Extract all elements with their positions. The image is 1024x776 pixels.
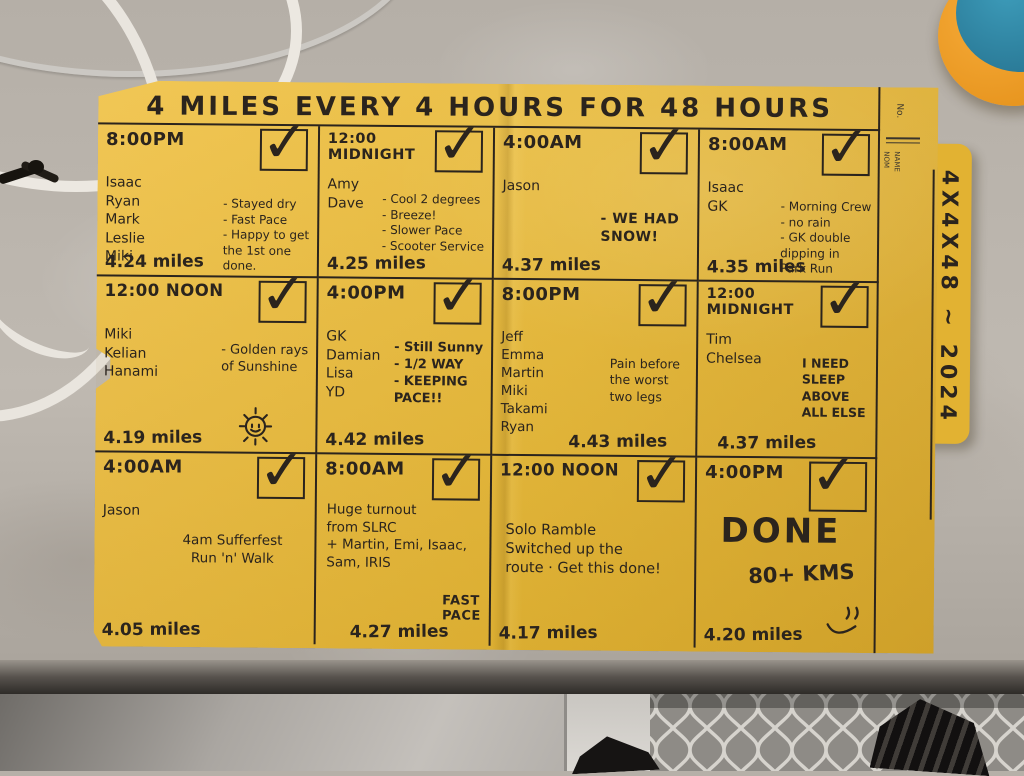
log-cell-midnight-2: 12:00 MIDNIGHT ✓ Tim Chelsea I NEED SLEE… <box>697 281 879 460</box>
runner-names: Jason <box>502 177 541 195</box>
leg-miles: 4.37 miles <box>717 432 817 454</box>
checkbox: ✓ <box>637 280 690 332</box>
no-label: No. <box>894 103 905 119</box>
checkbox: ✓ <box>259 124 312 176</box>
runner-names: Tim Chelsea <box>706 331 762 367</box>
log-cell-8am-2: 8:00AM ✓ Huge turnout from SLRC + Martin… <box>315 454 493 646</box>
checkbox: ✓ <box>257 276 310 328</box>
leg-notes: Solo Ramble Switched up the route · Get … <box>505 521 661 577</box>
log-cell-4am: 4:00AM ✓ Jason - WE HAD SNOW! 4.37 miles <box>493 127 701 282</box>
sun-doodle-icon <box>238 407 273 446</box>
checkbox: ✓ <box>431 454 484 506</box>
strip-divider <box>886 137 921 140</box>
cell-time: 8:00PM <box>501 284 581 306</box>
runner-names: Jason <box>102 502 141 519</box>
challenge-title: 4 MILES EVERY 4 HOURS FOR 48 HOURS <box>145 91 833 124</box>
leg-notes: - Golden rays of Sunshine <box>221 342 309 375</box>
cell-time: 8:00AM <box>707 134 788 156</box>
leg-miles: 4.19 miles <box>103 427 203 449</box>
runner-names: GK Damian Lisa YD <box>325 328 381 401</box>
runner-names: Miki Kelian Hanami <box>103 326 159 381</box>
leg-notes: 4am Sufferfest Run 'n' Walk <box>182 532 283 567</box>
check-icon: ✓ <box>820 129 875 182</box>
leg-miles: 4.20 miles <box>703 624 803 646</box>
kms-note: 80+ KMS <box>747 559 856 589</box>
leg-notes: Pain before the worst two legs <box>609 355 681 404</box>
cell-time: 8:00AM <box>325 458 405 480</box>
runner-names: Jeff Emma Martin Miki Takami Ryan <box>500 328 548 435</box>
check-icon: ✓ <box>635 455 690 508</box>
leg-miles: 4.27 miles <box>349 621 449 643</box>
log-cell-noon: 12:00 NOON ✓ Miki Kelian Hanami - Golden… <box>95 276 319 455</box>
tile-seam <box>564 694 567 771</box>
runner-names: Isaac GK <box>707 179 744 215</box>
clip-head <box>28 160 44 174</box>
log-cell-noon-2: 12:00 NOON ✓ Solo Ramble Switched up the… <box>490 455 698 648</box>
check-icon: ✓ <box>432 278 486 330</box>
leg-miles: 4.24 miles <box>104 251 204 273</box>
leg-miles: 4.43 miles <box>568 431 668 453</box>
black-clip <box>0 152 68 198</box>
counter-edge <box>0 660 1024 698</box>
check-icon: ✓ <box>637 279 691 332</box>
log-cell-8pm-2: 8:00PM ✓ Jeff Emma Martin Miki Takami Ry… <box>492 279 699 458</box>
checkbox: ✓ <box>821 130 874 182</box>
folder-edge-strip: No. NAME NOM <box>873 87 939 654</box>
check-icon: ✓ <box>638 127 693 180</box>
log-cell-4am-2: 4:00AM ✓ Jason 4am Sufferfest Run 'n' Wa… <box>93 452 318 645</box>
leg-notes: I NEED SLEEP ABOVE ALL ELSE <box>801 355 866 420</box>
checkbox: ✓ <box>636 456 689 508</box>
check-icon: ✓ <box>807 457 862 510</box>
cell-time: 8:00PM <box>105 128 185 150</box>
checkbox: ✓ <box>808 458 868 513</box>
check-icon: ✓ <box>258 124 313 177</box>
check-icon: ✓ <box>819 281 873 334</box>
cell-time: 4:00PM <box>326 282 406 304</box>
leg-miles: 4.37 miles <box>501 254 601 276</box>
checkbox: ✓ <box>639 128 692 180</box>
leg-miles: 4.17 miles <box>498 622 598 644</box>
check-icon: ✓ <box>255 452 310 505</box>
log-cell-4pm: 4:00PM ✓ GK Damian Lisa YD - Still Sunny… <box>317 278 494 456</box>
leg-miles: 4.35 miles <box>706 256 806 278</box>
runner-names: Amy Dave <box>327 176 364 212</box>
floor-tile <box>0 694 566 771</box>
cell-time: 4:00PM <box>705 461 784 483</box>
pace-note: FAST PACE <box>441 593 481 624</box>
leg-notes: - Cool 2 degrees - Breeze! - Slower Pace… <box>381 191 485 254</box>
cell-time: 12:00 NOON <box>500 460 620 480</box>
leg-notes: - WE HAD SNOW! <box>600 210 680 246</box>
checkbox: ✓ <box>434 126 487 178</box>
challenge-grid: 4 MILES EVERY 4 HOURS FOR 48 HOURS 8:00P… <box>93 86 881 650</box>
checkbox: ✓ <box>819 282 872 334</box>
log-cell-8pm: 8:00PM ✓ Isaac Ryan Mark Leslie Miki - S… <box>96 124 321 279</box>
name-nom-label: NAME NOM <box>882 151 901 172</box>
check-icon: ✓ <box>430 454 485 506</box>
log-cell-4pm-2: 4:00PM ✓ DONE 80+ KMS 4.20 miles <box>696 458 878 650</box>
cell-time: 12:00 NOON <box>104 280 224 300</box>
leg-miles: 4.05 miles <box>101 619 201 641</box>
smiley-doodle-icon <box>826 606 859 634</box>
yellow-folder: 4 MILES EVERY 4 HOURS FOR 48 HOURS 8:00P… <box>93 80 972 654</box>
leg-notes: Huge turnout from SLRC + Martin, Emi, Is… <box>326 501 468 571</box>
strip-divider <box>885 142 920 144</box>
cell-time: 12:00 MIDNIGHT <box>327 130 416 163</box>
log-cell-8am: 8:00AM ✓ Isaac GK - Morning Crew - no ra… <box>698 129 881 284</box>
check-icon: ✓ <box>257 276 311 329</box>
cell-time: 4:00AM <box>502 132 583 154</box>
check-icon: ✓ <box>433 126 488 178</box>
leg-notes: - Stayed dry - Fast Pace - Happy to get … <box>222 196 310 274</box>
cell-time: 4:00AM <box>103 456 183 478</box>
tab-label: 4X4X48 ~ 2024 <box>929 169 962 520</box>
leg-miles: 4.42 miles <box>325 429 425 451</box>
leg-notes: - Still Sunny - 1/2 WAY - KEEPING PACE!! <box>393 339 484 407</box>
cell-time: 12:00 MIDNIGHT <box>706 286 794 319</box>
leg-miles: 4.25 miles <box>326 253 426 275</box>
checkbox: ✓ <box>256 452 309 504</box>
log-cell-midnight: 12:00 MIDNIGHT ✓ Amy Dave - Cool 2 degre… <box>318 126 496 280</box>
checkbox: ✓ <box>432 278 485 330</box>
done-note: DONE <box>720 510 842 552</box>
